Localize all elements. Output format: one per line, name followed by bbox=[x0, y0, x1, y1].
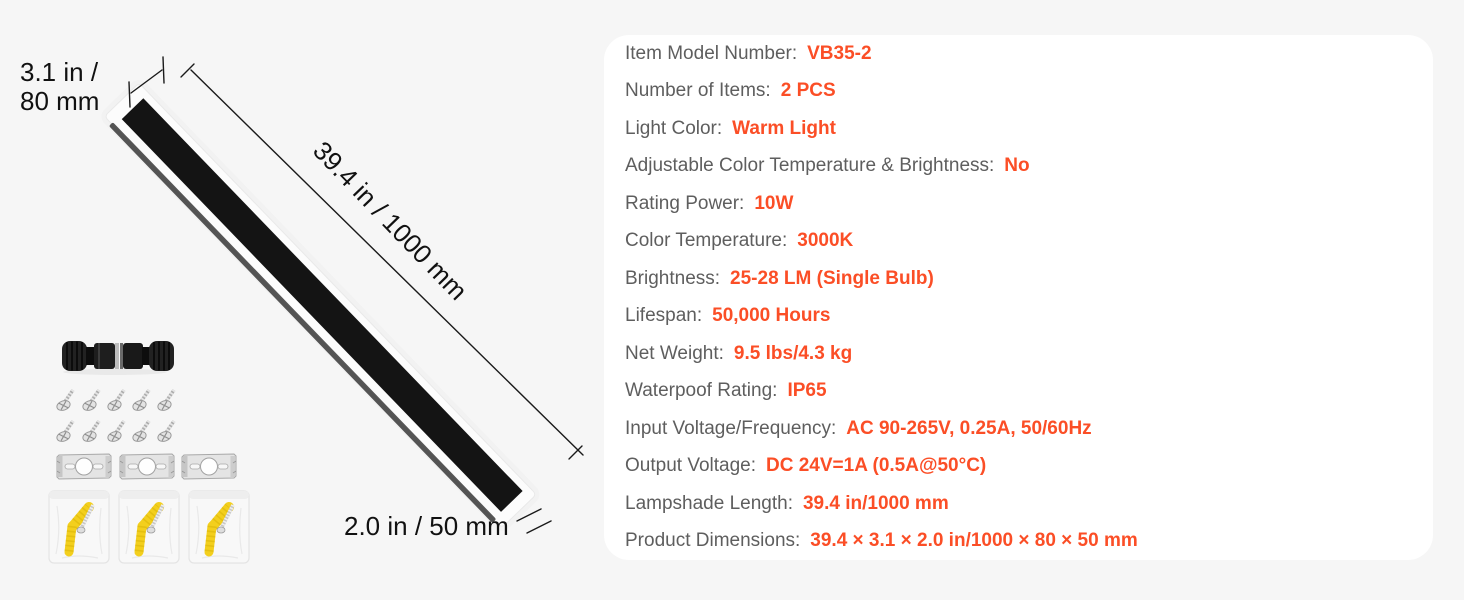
dimension-width-label: 3.1 in / 80 mm bbox=[20, 57, 100, 117]
spec-label: Waterpoof Rating: bbox=[625, 380, 778, 402]
dimension-width-line1: 3.1 in / bbox=[20, 57, 99, 87]
spec-row: Product Dimensions: 39.4 × 3.1 × 2.0 in/1… bbox=[625, 523, 1433, 561]
spec-value: 2 PCS bbox=[780, 80, 836, 102]
spec-row: Brightness: 25-28 LM (Single Bulb) bbox=[625, 260, 1433, 298]
spec-row: Input Voltage/Frequency: AC 90-265V, 0.25… bbox=[625, 410, 1433, 448]
spec-label: Lifespan: bbox=[625, 305, 703, 327]
light-bar bbox=[101, 80, 540, 531]
spec-label: Color Temperature: bbox=[625, 230, 788, 252]
spec-list: Item Model Number: VB35-2 Number of Items:… bbox=[604, 35, 1433, 560]
dimension-lines bbox=[128, 56, 584, 534]
spec-row: Adjustable Color Temperature & Brightnes… bbox=[625, 148, 1433, 186]
anchor-kit-bags-icon bbox=[49, 491, 249, 563]
spec-label: Net Weight: bbox=[625, 342, 724, 364]
spec-label: Item Model Number: bbox=[625, 42, 798, 64]
dimension-width-line2: 80 mm bbox=[20, 86, 100, 117]
spec-row: Number of Items: 2 PCS bbox=[625, 73, 1433, 111]
spec-row: Color Temperature: 3000K bbox=[625, 223, 1433, 261]
spec-label: Adjustable Color Temperature & Brightnes… bbox=[625, 155, 995, 177]
spec-value: 50,000 Hours bbox=[712, 305, 831, 327]
spec-label: Number of Items: bbox=[625, 80, 771, 102]
spec-value: Warm Light bbox=[732, 117, 836, 139]
spec-value: VB35-2 bbox=[807, 42, 872, 64]
spec-value: IP65 bbox=[787, 380, 827, 402]
light-bar-illustration bbox=[0, 56, 584, 600]
spec-value: 3000K bbox=[797, 230, 854, 252]
spec-card: Item Model Number: VB35-2 Number of Items:… bbox=[604, 35, 1433, 560]
spec-label: Product Dimensions: bbox=[625, 530, 801, 552]
mounting-brackets-icon bbox=[56, 453, 237, 480]
spec-value: No bbox=[1004, 155, 1030, 177]
spec-label: Rating Power: bbox=[625, 192, 745, 214]
spec-value: 10W bbox=[754, 192, 794, 214]
spec-label: Brightness: bbox=[625, 267, 721, 289]
spec-row: Light Color: Warm Light bbox=[625, 110, 1433, 148]
waterproof-connector-icon bbox=[62, 341, 174, 375]
spec-row: Rating Power: 10W bbox=[625, 185, 1433, 223]
spec-value: DC 24V=1A (0.5A@50°C) bbox=[766, 455, 987, 477]
spec-label: Lampshade Length: bbox=[625, 492, 793, 514]
spec-row: Lampshade Length: 39.4 in/1000 mm bbox=[625, 485, 1433, 523]
spec-value: 25-28 LM (Single Bulb) bbox=[730, 267, 934, 289]
mounting-screws-icon bbox=[53, 388, 176, 445]
spec-row: Output Voltage: DC 24V=1A (0.5A@50°C) bbox=[625, 448, 1433, 486]
spec-row: Net Weight: 9.5 lbs/4.3 kg bbox=[625, 335, 1433, 373]
spec-value: AC 90-265V, 0.25A, 50/60Hz bbox=[846, 417, 1092, 439]
spec-label: Light Color: bbox=[625, 117, 723, 139]
spec-label: Output Voltage: bbox=[625, 455, 756, 477]
spec-value: 9.5 lbs/4.3 kg bbox=[733, 342, 853, 364]
spec-label: Input Voltage/Frequency: bbox=[625, 417, 837, 439]
dimension-depth-label: 2.0 in / 50 mm bbox=[344, 511, 509, 541]
spec-row: Lifespan: 50,000 Hours bbox=[625, 298, 1433, 336]
spec-row: Item Model Number: VB35-2 bbox=[625, 35, 1433, 73]
spec-value: 39.4 in/1000 mm bbox=[802, 492, 949, 514]
spec-value: 39.4 × 3.1 × 2.0 in/1000 × 80 × 50 mm bbox=[810, 530, 1138, 552]
spec-row: Waterpoof Rating: IP65 bbox=[625, 373, 1433, 411]
